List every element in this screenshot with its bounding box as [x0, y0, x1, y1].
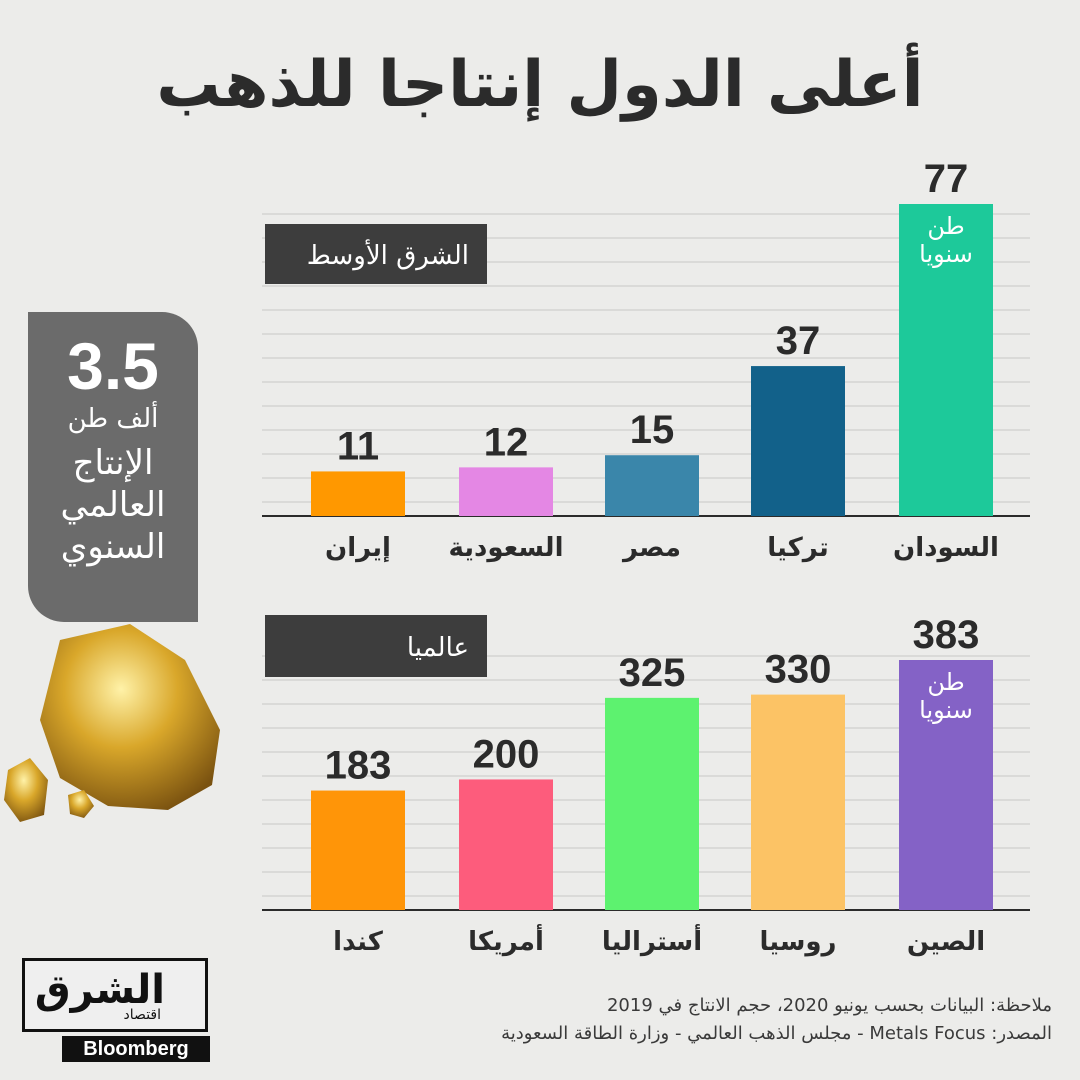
asharq-logo-subtext: اقتصاد	[123, 1007, 161, 1023]
bar-mideast-0	[899, 204, 993, 516]
asharq-logo-text: الشرق	[34, 967, 165, 1013]
page-title: أعلى الدول إنتاجا للذهب	[156, 48, 924, 122]
asharq-wordmark: الشرق اقتصاد	[22, 958, 208, 1032]
data-label: 77	[924, 157, 969, 201]
section-label: عالميا	[407, 633, 469, 663]
category-label: السودان	[893, 533, 999, 563]
annual-production-unit: ألف طن	[67, 404, 159, 434]
bar-mideast-1	[751, 366, 845, 516]
category-label: أستراليا	[602, 924, 702, 957]
annual-production-box: 3.5 ألف طن الإنتاج العالمي السنوي	[28, 312, 198, 622]
category-label: مصر	[621, 533, 681, 563]
bar-world-2	[605, 697, 699, 910]
bar-mideast-2	[605, 455, 699, 516]
bar-mideast-4	[311, 471, 405, 516]
footnote: ملاحظة: البيانات بحسب يونيو 2020، حجم ال…	[252, 992, 1052, 1048]
data-label: 12	[484, 420, 529, 464]
category-label: تركيا	[767, 533, 828, 563]
bloomberg-wordmark: Bloomberg	[62, 1036, 210, 1062]
category-label: السعودية	[449, 533, 564, 563]
category-label: أمريكا	[468, 924, 544, 957]
category-label: الصين	[907, 927, 985, 957]
section-label: الشرق الأوسط	[307, 238, 469, 271]
unit-label: طن	[927, 212, 964, 240]
data-label: 330	[765, 648, 832, 692]
bar-world-4	[311, 790, 405, 910]
category-label: إيران	[325, 533, 391, 563]
data-label: 383	[913, 613, 980, 657]
source-text: المصدر: Metals Focus - مجلس الذهب العالم…	[501, 1023, 1052, 1044]
bar-world-3	[459, 779, 553, 910]
note-text: ملاحظة: البيانات بحسب يونيو 2020، حجم ال…	[606, 995, 1052, 1016]
annual-production-description: الإنتاج العالمي السنوي	[60, 443, 166, 567]
gold-nugget-icon	[4, 624, 220, 822]
unit-label: سنويا	[919, 696, 973, 724]
data-label: 325	[619, 651, 686, 695]
data-label: 200	[473, 732, 540, 776]
category-label: كندا	[333, 927, 384, 957]
data-label: 37	[776, 319, 821, 363]
unit-label: سنويا	[919, 240, 973, 268]
data-label: 15	[630, 408, 675, 452]
bar-mideast-3	[459, 467, 553, 516]
category-label: روسيا	[759, 927, 836, 957]
bar-world-0	[899, 660, 993, 910]
data-label: 11	[337, 424, 379, 468]
unit-label: طن	[927, 668, 964, 696]
bar-world-1	[751, 694, 845, 910]
data-label: 183	[325, 744, 392, 788]
asharq-bloomberg-logo: الشرق اقتصاد Bloomberg	[22, 958, 210, 1068]
section-label-box	[265, 615, 487, 677]
annual-production-value: 3.5	[67, 329, 159, 403]
section-label-box	[265, 224, 487, 284]
